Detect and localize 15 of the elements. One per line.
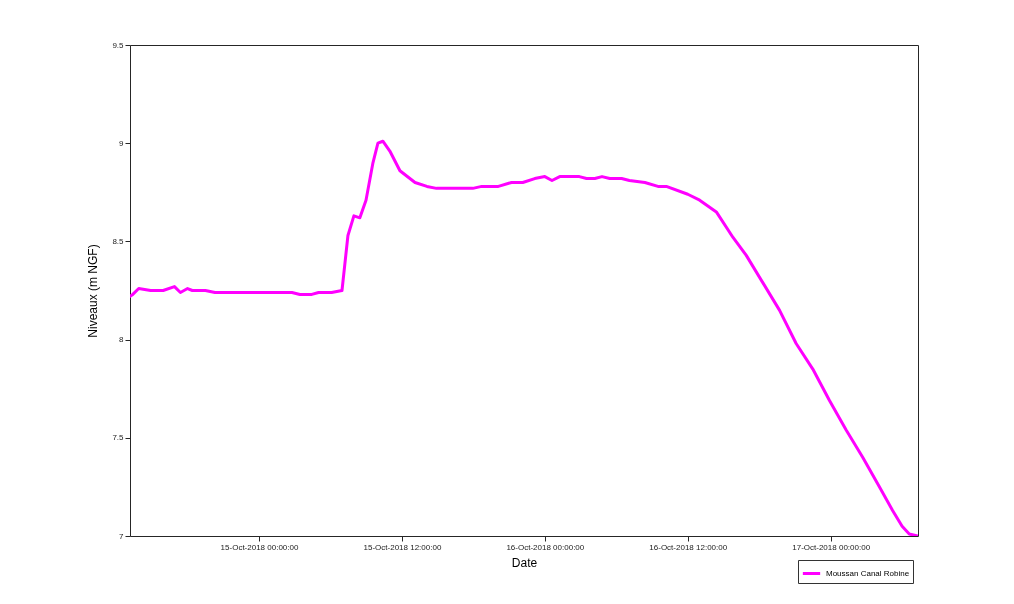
x-tick-label: 15-Oct-2018 00:00:00 (220, 542, 299, 552)
y-tick-label: 7.5 (112, 433, 125, 443)
x-tick-label: 17-Oct-2018 00:00:00 (792, 542, 871, 552)
legend-label: Moussan Canal Robine (826, 568, 910, 578)
x-axis-title: Date (511, 555, 538, 570)
x-tick-label: 15-Oct-2018 12:00:00 (363, 542, 442, 552)
y-tick-label: 8 (119, 335, 125, 345)
x-tick-label: 16-Oct-2018 12:00:00 (649, 542, 728, 552)
y-tick-label: 7 (119, 531, 125, 541)
y-tick-label: 8.5 (112, 236, 125, 246)
x-tick-label: 16-Oct-2018 00:00:00 (506, 542, 585, 552)
y-tick-label: 9.5 (112, 40, 125, 50)
y-tick-label: 9 (119, 138, 125, 148)
y-axis-title: Niveaux (m NGF) (86, 244, 101, 338)
line-series (130, 139, 918, 536)
